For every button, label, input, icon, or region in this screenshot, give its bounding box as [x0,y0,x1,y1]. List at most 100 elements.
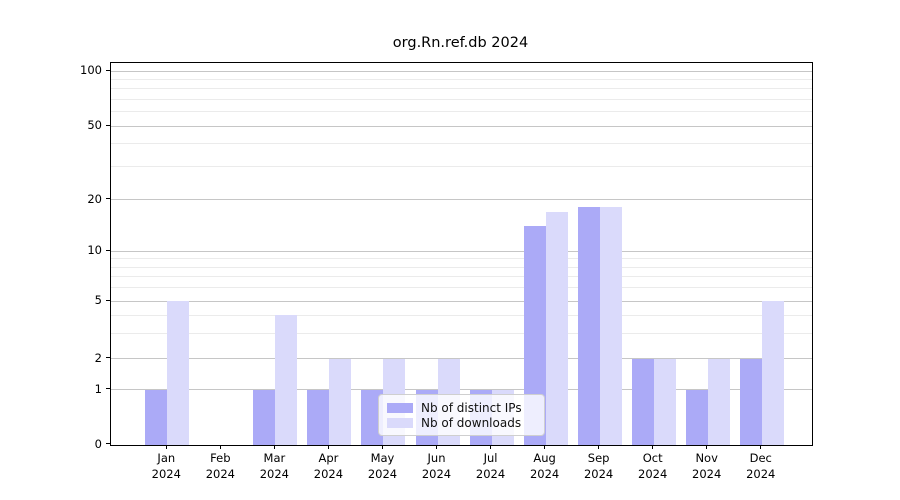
y-tick-label: 10 [87,243,102,257]
bar-downloads [707,358,730,445]
y-axis-tick [106,124,110,126]
major-gridline [111,70,812,72]
chart-title: org.Rn.ref.db 2024 [392,35,529,51]
x-tick-year: 2024 [746,467,776,481]
legend-item-distinct-ips: Nb of distinct IPs [387,401,536,415]
x-axis-tick [219,445,221,449]
x-tick-year: 2024 [313,467,344,481]
x-axis-tick [436,445,437,449]
bar-distinct-ips [685,389,708,445]
x-tick-year: 2024 [638,467,668,481]
x-tick-label: Apr 2024 [298,450,358,482]
bar-downloads [653,358,676,445]
x-tick-label: Nov 2024 [677,450,737,482]
bar-downloads [167,301,190,445]
distinct-ips-swatch-icon [387,402,413,413]
bar-distinct-ips [145,389,168,445]
legend: Nb of distinct IPs Nb of downloads [378,394,545,436]
legend-label-downloads: Nb of downloads [421,415,522,430]
major-gridline [111,199,812,200]
y-tick-label: 20 [87,191,102,206]
x-tick-month: Jan [157,451,176,465]
bar-downloads [599,207,622,445]
bar-downloads [275,315,298,445]
x-tick-label: Jan 2024 [136,450,196,482]
x-tick-year: 2024 [475,467,506,481]
minor-gridline [111,332,812,334]
x-tick-label: Jul 2024 [461,450,521,482]
y-axis-tick [106,443,110,444]
x-tick-label: Jun 2024 [407,450,467,482]
minor-gridline [111,276,812,278]
legend-label-distinct-ips: Nb of distinct IPs [421,400,522,415]
bar-distinct-ips [739,358,762,445]
bar-distinct-ips [307,389,330,445]
x-tick-year: 2024 [529,467,560,481]
x-axis-tick [273,445,275,449]
y-tick-label: 50 [87,118,102,132]
x-tick-year: 2024 [583,467,614,481]
bar-downloads [761,301,784,445]
x-tick-month: Dec [749,451,772,465]
x-tick-year: 2024 [259,467,290,481]
x-tick-year: 2024 [205,467,235,481]
x-tick-month: Oct [642,451,663,465]
minor-gridline [111,143,812,145]
downloads-swatch-icon [387,417,413,428]
major-gridline [111,358,812,359]
minor-gridline [111,266,812,268]
x-tick-label: Oct 2024 [623,450,683,482]
minor-gridline [111,111,812,113]
y-axis-tick [106,69,110,71]
bar-distinct-ips [523,226,546,445]
minor-gridline [111,98,812,100]
y-axis-tick [106,299,110,301]
x-tick-month: Jul [483,451,498,465]
x-tick-month: Mar [263,451,286,465]
x-tick-month: Aug [533,451,556,465]
y-axis-tick [106,198,110,199]
minor-gridline [111,314,812,316]
minor-gridline [111,287,812,289]
x-axis-tick [490,445,492,449]
y-tick-label: 1 [94,381,102,396]
minor-gridline [111,78,812,80]
x-axis-tick [381,445,383,449]
x-tick-month: Feb [210,451,231,465]
x-tick-year: 2024 [421,467,452,481]
bar-distinct-ips [577,207,600,445]
x-axis-tick [165,445,167,449]
y-tick-label: 2 [94,350,102,365]
bar-downloads [329,358,352,445]
minor-gridline [111,88,812,90]
x-axis-tick [327,445,329,449]
plot-area [110,62,813,446]
x-tick-label: Feb 2024 [190,450,250,482]
major-gridline [111,125,812,127]
x-axis-tick [598,445,600,449]
bar-downloads [545,211,568,445]
x-tick-label: Mar 2024 [244,450,304,482]
y-axis-tick [106,249,110,251]
legend-item-downloads: Nb of downloads [387,416,536,430]
x-tick-label: Aug 2024 [515,450,575,482]
x-tick-month: Jun [427,451,446,465]
x-tick-year: 2024 [151,467,181,481]
x-tick-label: Sep 2024 [569,450,629,482]
bar-distinct-ips [361,389,384,445]
y-axis-tick [106,357,110,358]
x-tick-year: 2024 [692,467,722,481]
y-tick-label: 100 [80,63,102,77]
y-tick-label: 0 [94,436,102,451]
x-tick-month: Nov [695,451,718,465]
major-gridline [111,389,812,390]
x-tick-label: May 2024 [352,450,412,482]
x-axis-tick [652,445,654,449]
bar-distinct-ips [253,389,276,445]
x-axis-tick [544,445,546,449]
minor-gridline [111,258,812,260]
minor-gridline [111,166,812,168]
major-gridline [111,300,812,302]
x-tick-label: Dec 2024 [731,450,791,482]
